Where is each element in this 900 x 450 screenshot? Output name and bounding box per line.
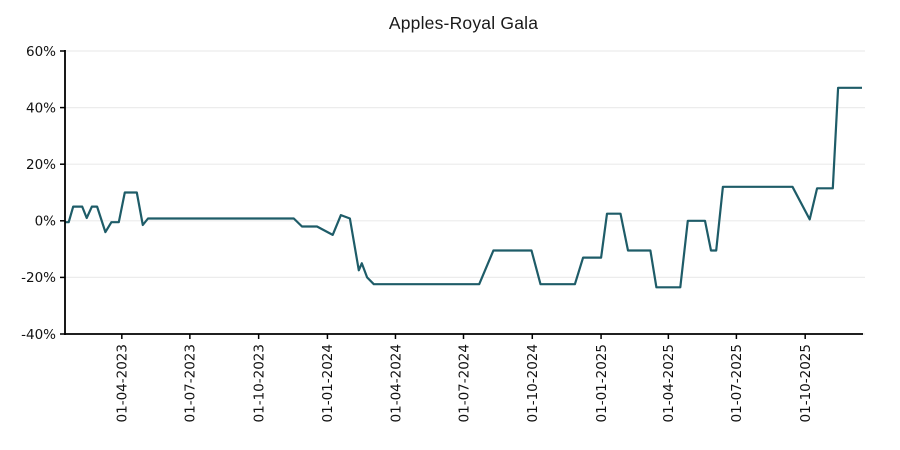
chart-title: Apples-Royal Gala <box>388 13 539 33</box>
y-tick-label: 60% <box>26 44 56 60</box>
y-tick-label: -40% <box>21 327 56 343</box>
y-tick-label: -20% <box>21 270 56 286</box>
x-tick-label: 01-04-2024 <box>388 344 404 422</box>
x-tick-label: 01-07-2025 <box>729 344 745 422</box>
x-tick-label: 01-01-2025 <box>594 344 610 422</box>
y-tick-label: 40% <box>26 100 56 116</box>
data-line-series <box>65 86 862 289</box>
x-tick-label: 01-10-2024 <box>525 344 541 422</box>
x-tick-label: 01-10-2023 <box>251 344 267 422</box>
y-tick-label: 20% <box>26 157 56 173</box>
x-tick-label: 01-07-2023 <box>183 344 199 422</box>
x-tick-label: 01-04-2023 <box>115 344 131 422</box>
y-tick-label: 0% <box>35 214 57 230</box>
x-tick-label: 01-10-2025 <box>798 344 814 422</box>
x-tick-label: 01-04-2025 <box>661 344 677 422</box>
x-tick-label: 01-07-2024 <box>456 344 472 422</box>
x-tick-label: 01-01-2024 <box>320 344 336 422</box>
